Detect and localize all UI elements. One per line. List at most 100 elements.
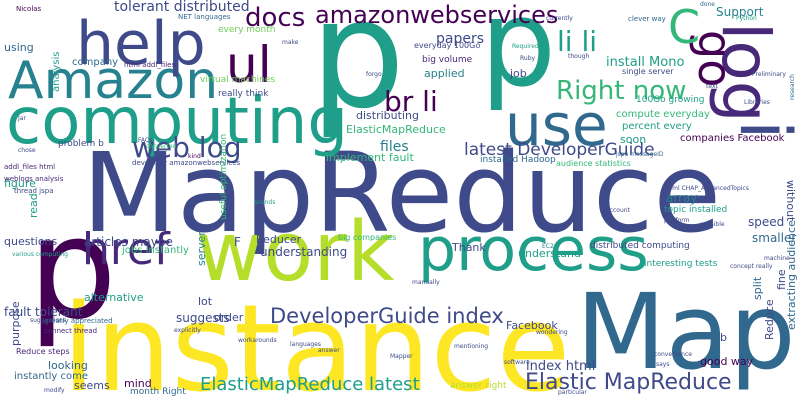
word-small: Reduce steps xyxy=(16,347,70,356)
word-small: done xyxy=(700,1,715,8)
word-small: distributed computing xyxy=(590,241,690,251)
word-elastic-mapreduce: Elastic MapReduce xyxy=(525,370,732,395)
word-small: machine xyxy=(764,255,790,262)
word-small: smaller xyxy=(752,231,797,245)
word-small: month Right xyxy=(130,387,186,397)
word-small: fault tolerant xyxy=(4,305,83,319)
word-small: thread jspa xyxy=(14,187,54,195)
word-amazonwebservices: amazonwebservices xyxy=(315,1,559,29)
word-small: platform xyxy=(664,217,690,224)
word-small: F xyxy=(234,235,241,249)
word-small: answer xyxy=(318,347,340,354)
word-small: wondering xyxy=(536,329,568,336)
word-small: html addl_files xyxy=(124,61,176,69)
word-small: Perl xyxy=(688,227,700,234)
word-small: purpose xyxy=(9,301,22,346)
word-process: process xyxy=(418,215,649,285)
word-small: applied xyxy=(424,67,465,80)
word-work: work xyxy=(196,205,395,300)
word-small: installed Hadoop xyxy=(480,155,556,165)
word-small: research xyxy=(789,74,796,100)
word-small: lot xyxy=(198,295,213,308)
word-small: server xyxy=(195,231,208,266)
word-small: answer right xyxy=(450,381,507,391)
word-map: Map xyxy=(576,271,796,393)
word-small: jobs instantly xyxy=(122,245,189,256)
word-mapreduce: MapReduce xyxy=(82,129,721,257)
word-small: implement fault xyxy=(326,151,414,164)
word-use: use xyxy=(505,91,608,159)
word-small: Facebook xyxy=(506,319,558,332)
word-small: really think xyxy=(218,89,269,99)
word-small: analysis xyxy=(51,51,62,93)
word-small: files xyxy=(380,139,409,155)
word-small: articles maybe xyxy=(84,235,173,249)
word-small: kind xyxy=(188,153,201,160)
word-small: Ruby xyxy=(520,55,536,62)
word-small: understanding xyxy=(260,245,348,259)
word-small: index html xyxy=(526,359,596,374)
word-small: topic installed xyxy=(664,205,728,215)
word-small: weblogs analysis xyxy=(4,175,64,183)
word-small: Reducer xyxy=(256,233,302,246)
word-small: currently xyxy=(546,15,573,22)
word-small: languages xyxy=(290,341,322,348)
word-small: particular xyxy=(558,389,587,396)
word-small: Python xyxy=(736,15,757,22)
word-small: without xyxy=(784,180,797,222)
word-small: figure xyxy=(4,177,36,190)
word-small: looking xyxy=(48,359,88,372)
word-small: various computing xyxy=(12,251,68,258)
word-small: converted xyxy=(146,143,177,150)
word-small: jspa messageID xyxy=(616,151,664,158)
word-small: Thank xyxy=(452,241,486,254)
word-small: possible xyxy=(700,221,725,228)
word-small: ElasticMapReduce xyxy=(346,123,446,136)
word-small: Mapper xyxy=(390,353,413,360)
word-small: big companies xyxy=(338,233,397,242)
word-small: Nicolas xyxy=(16,5,42,13)
word-small: connect thread xyxy=(44,327,98,335)
word-small: though xyxy=(568,53,590,60)
word-instance-caption: instance xyxy=(1,396,6,397)
word-small: manually xyxy=(412,279,440,286)
word-small: useful optimization xyxy=(219,133,229,220)
word-computing: computing xyxy=(6,85,348,159)
word-small: mind xyxy=(124,377,152,390)
word-small: array xyxy=(666,191,698,205)
word-small: chose xyxy=(18,147,36,154)
word-small: software xyxy=(504,359,530,366)
word-br-li: br li xyxy=(384,85,438,118)
word-developerguide-index: DeveloperGuide index xyxy=(270,304,504,328)
word-small: speed xyxy=(748,215,785,229)
word-small: convenience xyxy=(654,351,692,358)
word-small: tolerant distributed xyxy=(114,0,250,15)
word-latest-developerguide: latest DeveloperGuide xyxy=(464,140,655,160)
word-p-top: p xyxy=(480,0,557,114)
word-elasticmapreduce-latest: ElasticMapReduce latest xyxy=(200,374,420,395)
word-small: understand xyxy=(518,247,581,260)
word-small: soon xyxy=(620,133,647,146)
word-small: distributing xyxy=(356,109,419,122)
word-c: C xyxy=(668,0,701,54)
word-small: alternative xyxy=(84,291,144,304)
word-p-left: p xyxy=(28,188,117,351)
word-ul: ul xyxy=(226,36,272,94)
word-small: Support xyxy=(716,5,764,19)
word-small: text xyxy=(706,83,718,90)
word-small: explicitly xyxy=(174,327,201,334)
word-small: make xyxy=(282,39,299,46)
word-small: html CHAP_AdvancedTopics xyxy=(666,185,749,192)
word-small: read xyxy=(27,193,40,218)
word-small: seems xyxy=(74,379,110,392)
word-small: everyday 100Go xyxy=(414,41,481,50)
word-small: account xyxy=(606,207,630,214)
word-small: clever way xyxy=(628,15,666,23)
word-small: modify xyxy=(44,387,65,394)
word-small: big volume xyxy=(422,55,473,65)
word-small: every month xyxy=(218,25,276,35)
word-web-log: web log xyxy=(132,131,242,164)
word-small: company xyxy=(72,57,119,68)
word-small: addl_files html xyxy=(4,163,56,171)
